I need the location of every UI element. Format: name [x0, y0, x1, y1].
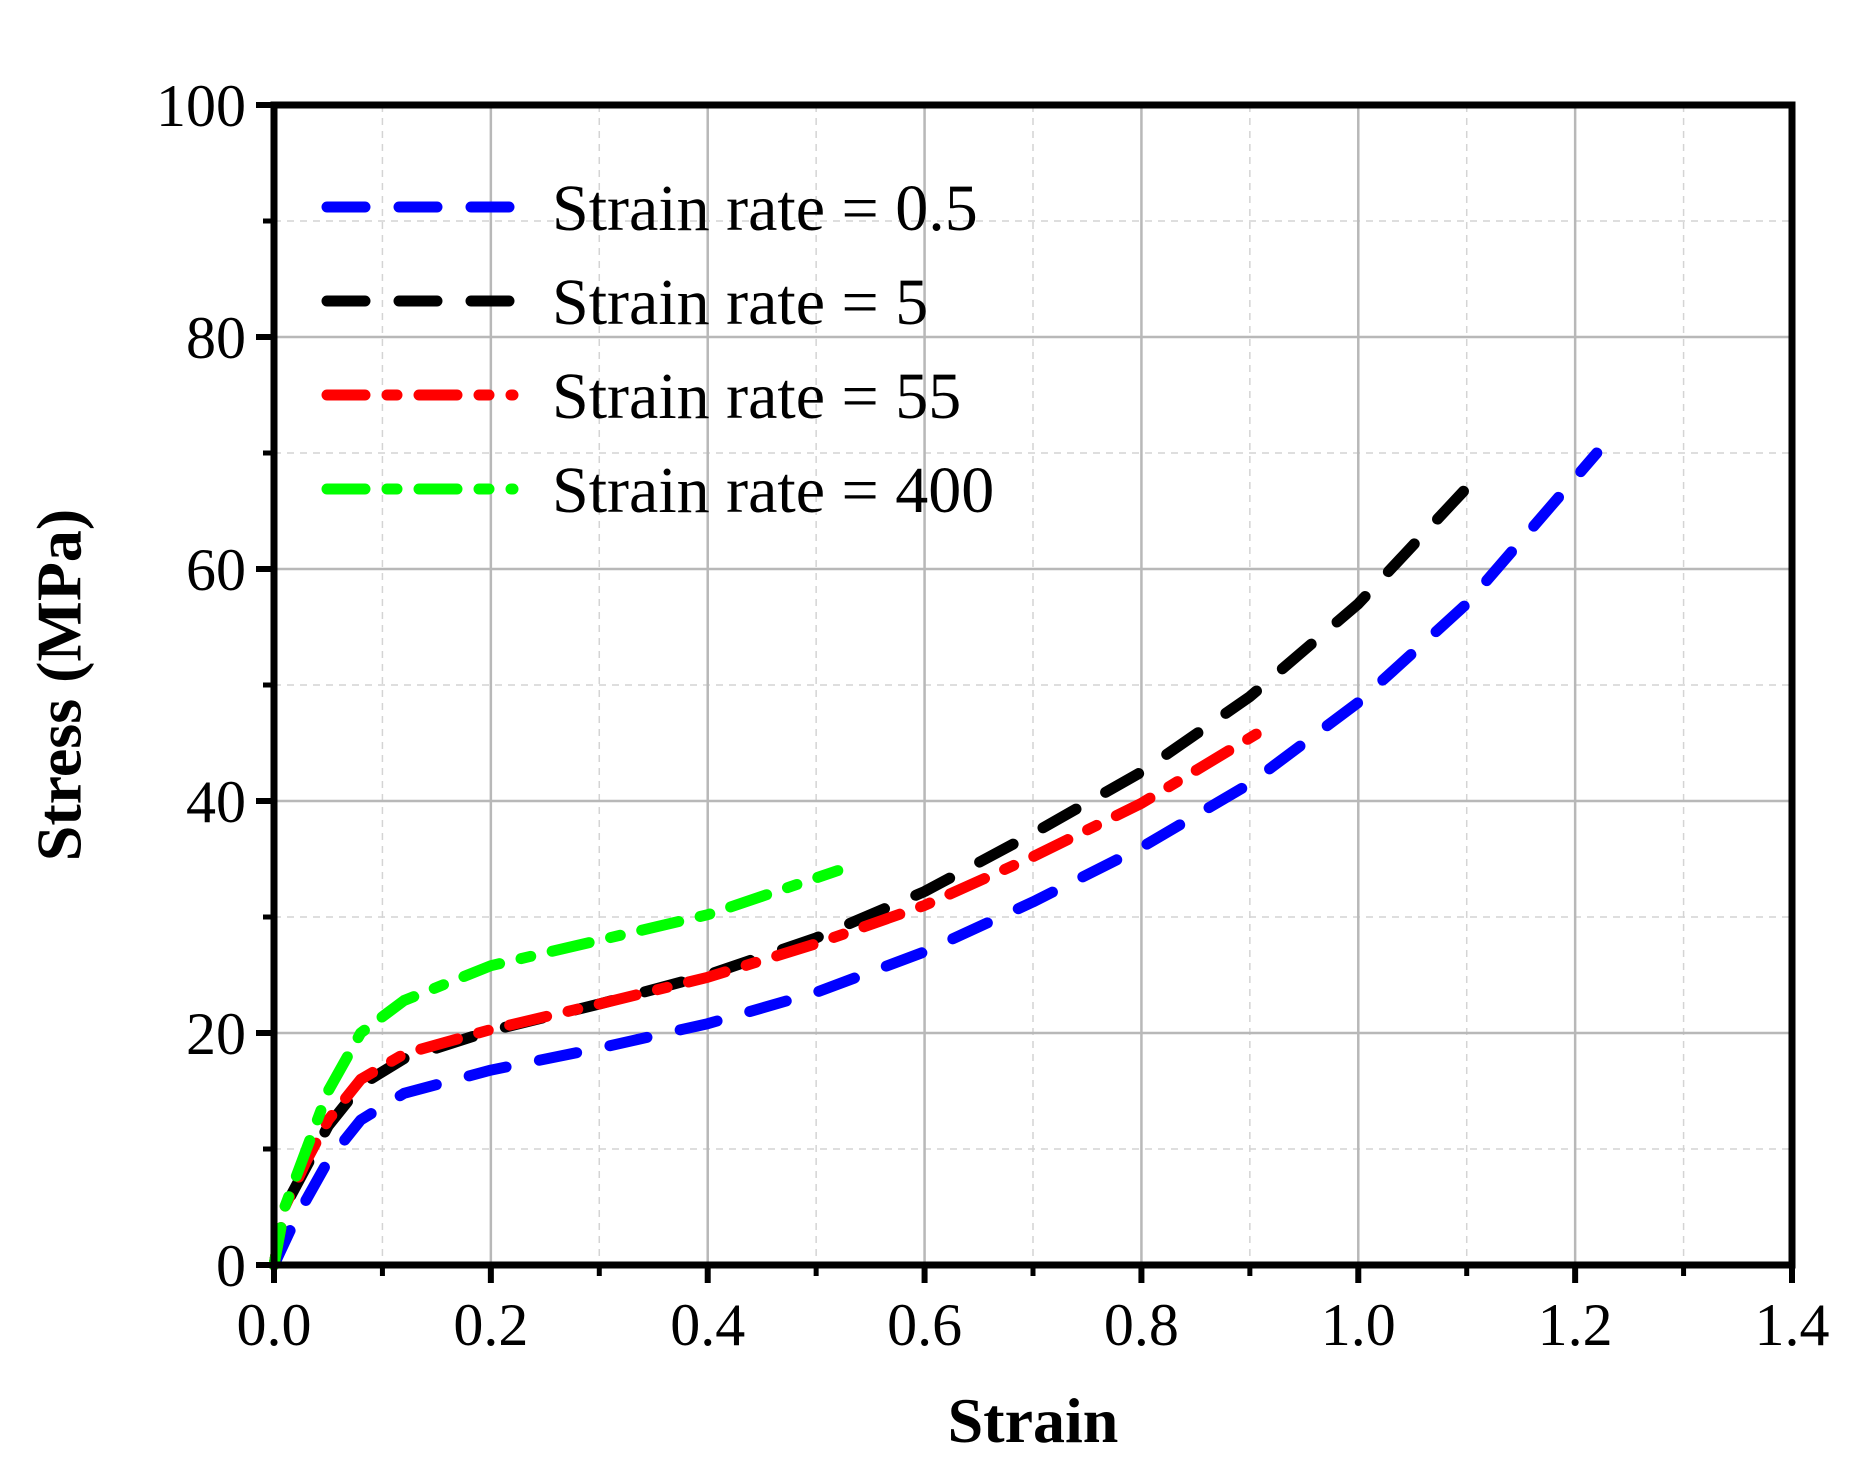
series-line-2 [268, 470, 1484, 1271]
series-line-1 [268, 447, 1603, 1271]
legend-label-2: Strain rate = 5 [552, 266, 928, 339]
tick-labels: 0.0 0.2 0.4 0.6 0.8 1.0 1.2 1.4 0 20 40 60 80 100 [156, 73, 1830, 1358]
x-tick-label: 0.6 [887, 1292, 962, 1358]
x-tick-label: 0.0 [237, 1292, 312, 1358]
y-axis-title: Stress (MPa) [24, 509, 95, 862]
legend-label-1: Strain rate = 0.5 [552, 172, 978, 245]
axis-titles: Strain Stress (MPa) [24, 509, 1119, 1456]
series-line-3 [268, 725, 1267, 1271]
y-tick-label: 0 [216, 1233, 246, 1299]
series-line-4 [268, 865, 844, 1271]
y-tick-label: 80 [186, 305, 246, 371]
legend-label-4: Strain rate = 400 [552, 454, 994, 527]
x-tick-label: 0.2 [453, 1292, 528, 1358]
y-tick-label: 60 [186, 537, 246, 603]
axis-ticks [256, 102, 1795, 1283]
y-tick-label: 40 [186, 769, 246, 835]
y-tick-label: 20 [186, 1001, 246, 1067]
series-lines [268, 447, 1603, 1271]
y-tick-label: 100 [156, 73, 246, 139]
x-axis-title: Strain [948, 1385, 1119, 1456]
x-tick-label: 0.8 [1104, 1292, 1179, 1358]
legend-label-3: Strain rate = 55 [552, 360, 961, 433]
x-tick-label: 1.0 [1321, 1292, 1396, 1358]
x-tick-label: 0.4 [670, 1292, 745, 1358]
x-tick-label: 1.4 [1755, 1292, 1830, 1358]
grid [274, 105, 1792, 1265]
x-tick-label: 1.2 [1538, 1292, 1613, 1358]
legend: Strain rate = 0.5 Strain rate = 5 Strain r… [321, 172, 994, 527]
